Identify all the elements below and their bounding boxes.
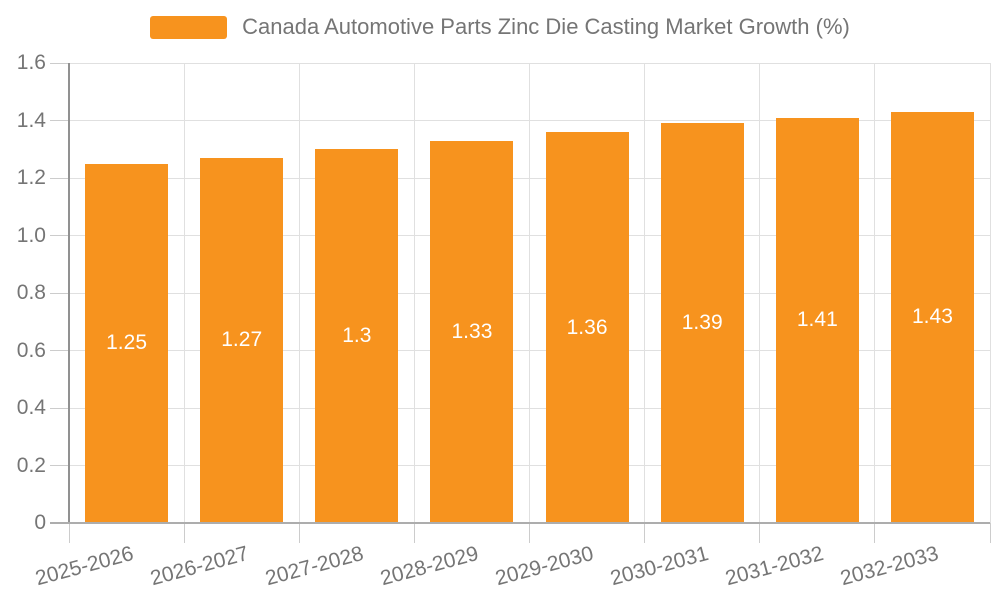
bar-value-label: 1.41 [796, 308, 838, 332]
x-axis-line [50, 522, 990, 524]
x-axis-tick [644, 523, 646, 543]
gridline-vertical [874, 63, 876, 523]
x-axis-tick [413, 523, 415, 543]
y-axis-tick [50, 407, 69, 409]
x-axis-category-label: 2032-2033 [838, 542, 942, 591]
x-axis-category-label: 2031-2032 [723, 542, 827, 591]
y-axis-tick-label: 1.4 [16, 108, 46, 132]
y-axis-tick-label: 0.8 [16, 281, 46, 304]
gridline-vertical [298, 63, 300, 523]
bar-value-label: 1.27 [221, 328, 263, 352]
x-axis-tick [183, 523, 185, 543]
bar-value-label: 1.36 [566, 315, 608, 339]
gridline-vertical [183, 63, 185, 523]
y-axis-tick [50, 292, 69, 294]
bar-value-label: 1.39 [681, 311, 723, 335]
x-axis-category-label: 2028-2029 [377, 542, 481, 591]
legend-swatch[interactable] [150, 15, 228, 39]
bar-value-label: 1.43 [912, 305, 953, 329]
bar-value-label: 1.33 [451, 319, 493, 343]
bar[interactable]: 1.43 [890, 111, 974, 523]
y-axis-tick-label: 0 [34, 511, 46, 534]
gridline-vertical [529, 63, 530, 523]
y-axis-tick-label: 1.6 [16, 51, 46, 74]
x-axis-tick [759, 523, 761, 543]
x-axis-category-label: 2030-2031 [608, 542, 712, 591]
gridline-vertical [644, 63, 646, 523]
bar[interactable]: 1.33 [430, 140, 514, 523]
y-axis-tick-label: 1.0 [16, 223, 46, 247]
y-axis-tick-label: 0.6 [16, 338, 46, 362]
y-axis-tick-label: 0.4 [16, 396, 46, 419]
x-axis-category-label: 2027-2028 [262, 542, 366, 591]
legend-series-label: Canada Automotive Parts Zinc Die Casting… [242, 14, 850, 39]
y-axis-tick [50, 235, 69, 236]
y-axis-tick [50, 465, 69, 466]
x-axis-tick [298, 523, 300, 543]
bar[interactable]: 1.27 [200, 157, 284, 523]
bar[interactable]: 1.3 [315, 149, 399, 523]
x-axis-category-label: 2025-2026 [32, 542, 136, 591]
x-axis-tick [989, 523, 991, 543]
gridline-vertical [989, 63, 991, 523]
y-axis-tick [50, 350, 69, 351]
x-axis-tick [68, 523, 70, 543]
gridline-vertical [759, 63, 761, 523]
y-axis-line [68, 63, 70, 524]
x-axis-tick [529, 523, 530, 543]
bar-value-label: 1.3 [342, 324, 372, 348]
gridline-vertical [413, 63, 415, 523]
bar[interactable]: 1.39 [660, 123, 744, 523]
y-axis-tick [50, 62, 69, 64]
bar[interactable]: 1.41 [775, 117, 859, 523]
bar[interactable]: 1.25 [85, 163, 169, 523]
y-axis-tick-label: 1.2 [16, 166, 46, 189]
bar[interactable]: 1.36 [545, 132, 629, 523]
x-axis-tick [874, 523, 876, 543]
legend[interactable]: Canada Automotive Parts Zinc Die Casting… [0, 14, 1000, 40]
bar-value-label: 1.25 [106, 331, 147, 355]
x-axis-category-label: 2029-2030 [493, 542, 597, 591]
y-axis-tick-label: 0.2 [16, 453, 46, 477]
y-axis-tick [50, 120, 69, 121]
x-axis-category-label: 2026-2027 [147, 542, 251, 591]
y-axis-tick [50, 177, 69, 179]
